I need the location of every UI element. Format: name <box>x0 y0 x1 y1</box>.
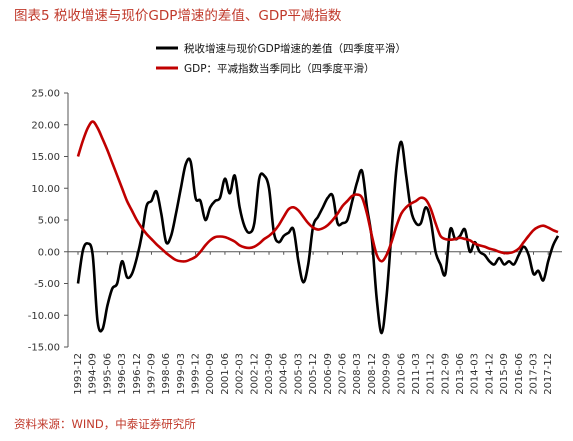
x-tick-label: 2014-03 <box>470 353 481 395</box>
x-tick-label: 2015-09 <box>499 353 510 395</box>
legend-label: GDP：平减指数当季同比（四季度平滑） <box>184 62 375 75</box>
x-tick-label: 1995-06 <box>102 353 113 395</box>
x-tick-label: 2014-12 <box>484 353 495 395</box>
series-layer <box>76 120 560 335</box>
y-tick-label: 0.00 <box>38 247 60 258</box>
y-tick-label: 25.00 <box>31 89 60 100</box>
y-tick-label: 5.00 <box>38 216 60 227</box>
x-tick-label: 2002-12 <box>249 353 260 395</box>
x-tick-label: 2010-06 <box>396 353 407 395</box>
x-tick-label: 2007-06 <box>337 353 348 395</box>
series-line-1 <box>76 140 560 335</box>
x-tick-label: 1993-12 <box>73 353 84 395</box>
y-tick-label: -10.00 <box>28 311 60 322</box>
x-tick-label: 2013-06 <box>455 353 466 395</box>
chart-title: 图表5 税收增速与现价GDP增速的差值、GDP平减指数 <box>14 8 342 24</box>
y-tick-label: 15.00 <box>31 152 60 163</box>
x-tick-label: 2003-09 <box>264 353 275 395</box>
series-line-2 <box>76 120 559 263</box>
x-tick-label: 2011-12 <box>426 353 437 395</box>
x-tick-label: 1996-12 <box>132 353 143 395</box>
x-tick-label: 2017-12 <box>543 353 554 395</box>
x-tick-label: 2016-06 <box>514 353 525 395</box>
x-tick-label: 2004-06 <box>279 353 290 395</box>
x-tick-label: 2008-12 <box>367 353 378 395</box>
x-tick-label: 1994-09 <box>88 353 99 395</box>
x-tick-label: 1996-03 <box>117 353 128 395</box>
x-tick-label: 2006-09 <box>323 353 334 395</box>
x-tick-label: 2002-03 <box>235 353 246 395</box>
x-tick-label: 2001-06 <box>220 353 231 395</box>
x-tick-label: 1997-09 <box>146 353 157 395</box>
legend: 税收增速与现价GDP增速的差值（四季度平滑） GDP：平减指数当季同比（四季度平滑… <box>156 42 406 75</box>
x-tick-label: 2005-12 <box>308 353 319 395</box>
x-tick-label: 2008-03 <box>352 353 363 395</box>
x-tick-label: 2005-03 <box>293 353 304 395</box>
x-tick-label: 1999-12 <box>191 353 202 395</box>
x-tick-label: 2017-03 <box>529 353 540 395</box>
x-tick-label: 1999-03 <box>176 353 187 395</box>
source-note: 资料来源：WIND，中泰证券研究所 <box>14 417 196 431</box>
x-tick-label: 2012-09 <box>440 353 451 395</box>
x-tick-label: 2000-09 <box>205 353 216 395</box>
y-tick-label: -5.00 <box>34 279 60 290</box>
y-tick-label: 20.00 <box>31 120 60 131</box>
x-tick-label: 1998-06 <box>161 353 172 395</box>
axes: 25.00 20.00 15.00 10.00 5.00 0.00 -5.00 -10.00 -… <box>28 89 562 395</box>
legend-label: 税收增速与现价GDP增速的差值（四季度平滑） <box>184 42 406 55</box>
x-tick-label: 2011-03 <box>411 353 422 395</box>
y-tick-label: -15.00 <box>28 343 60 354</box>
x-tick-label: 2009-09 <box>382 353 393 395</box>
y-tick-label: 10.00 <box>31 184 60 195</box>
